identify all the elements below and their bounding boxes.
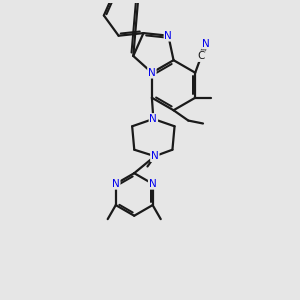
Text: N: N [148,68,156,78]
Text: N: N [112,179,120,189]
Text: N: N [202,39,210,49]
Text: N: N [149,179,157,189]
Text: N: N [149,114,157,124]
Text: N: N [151,151,159,161]
Text: C: C [198,51,205,61]
Text: N: N [164,31,172,41]
